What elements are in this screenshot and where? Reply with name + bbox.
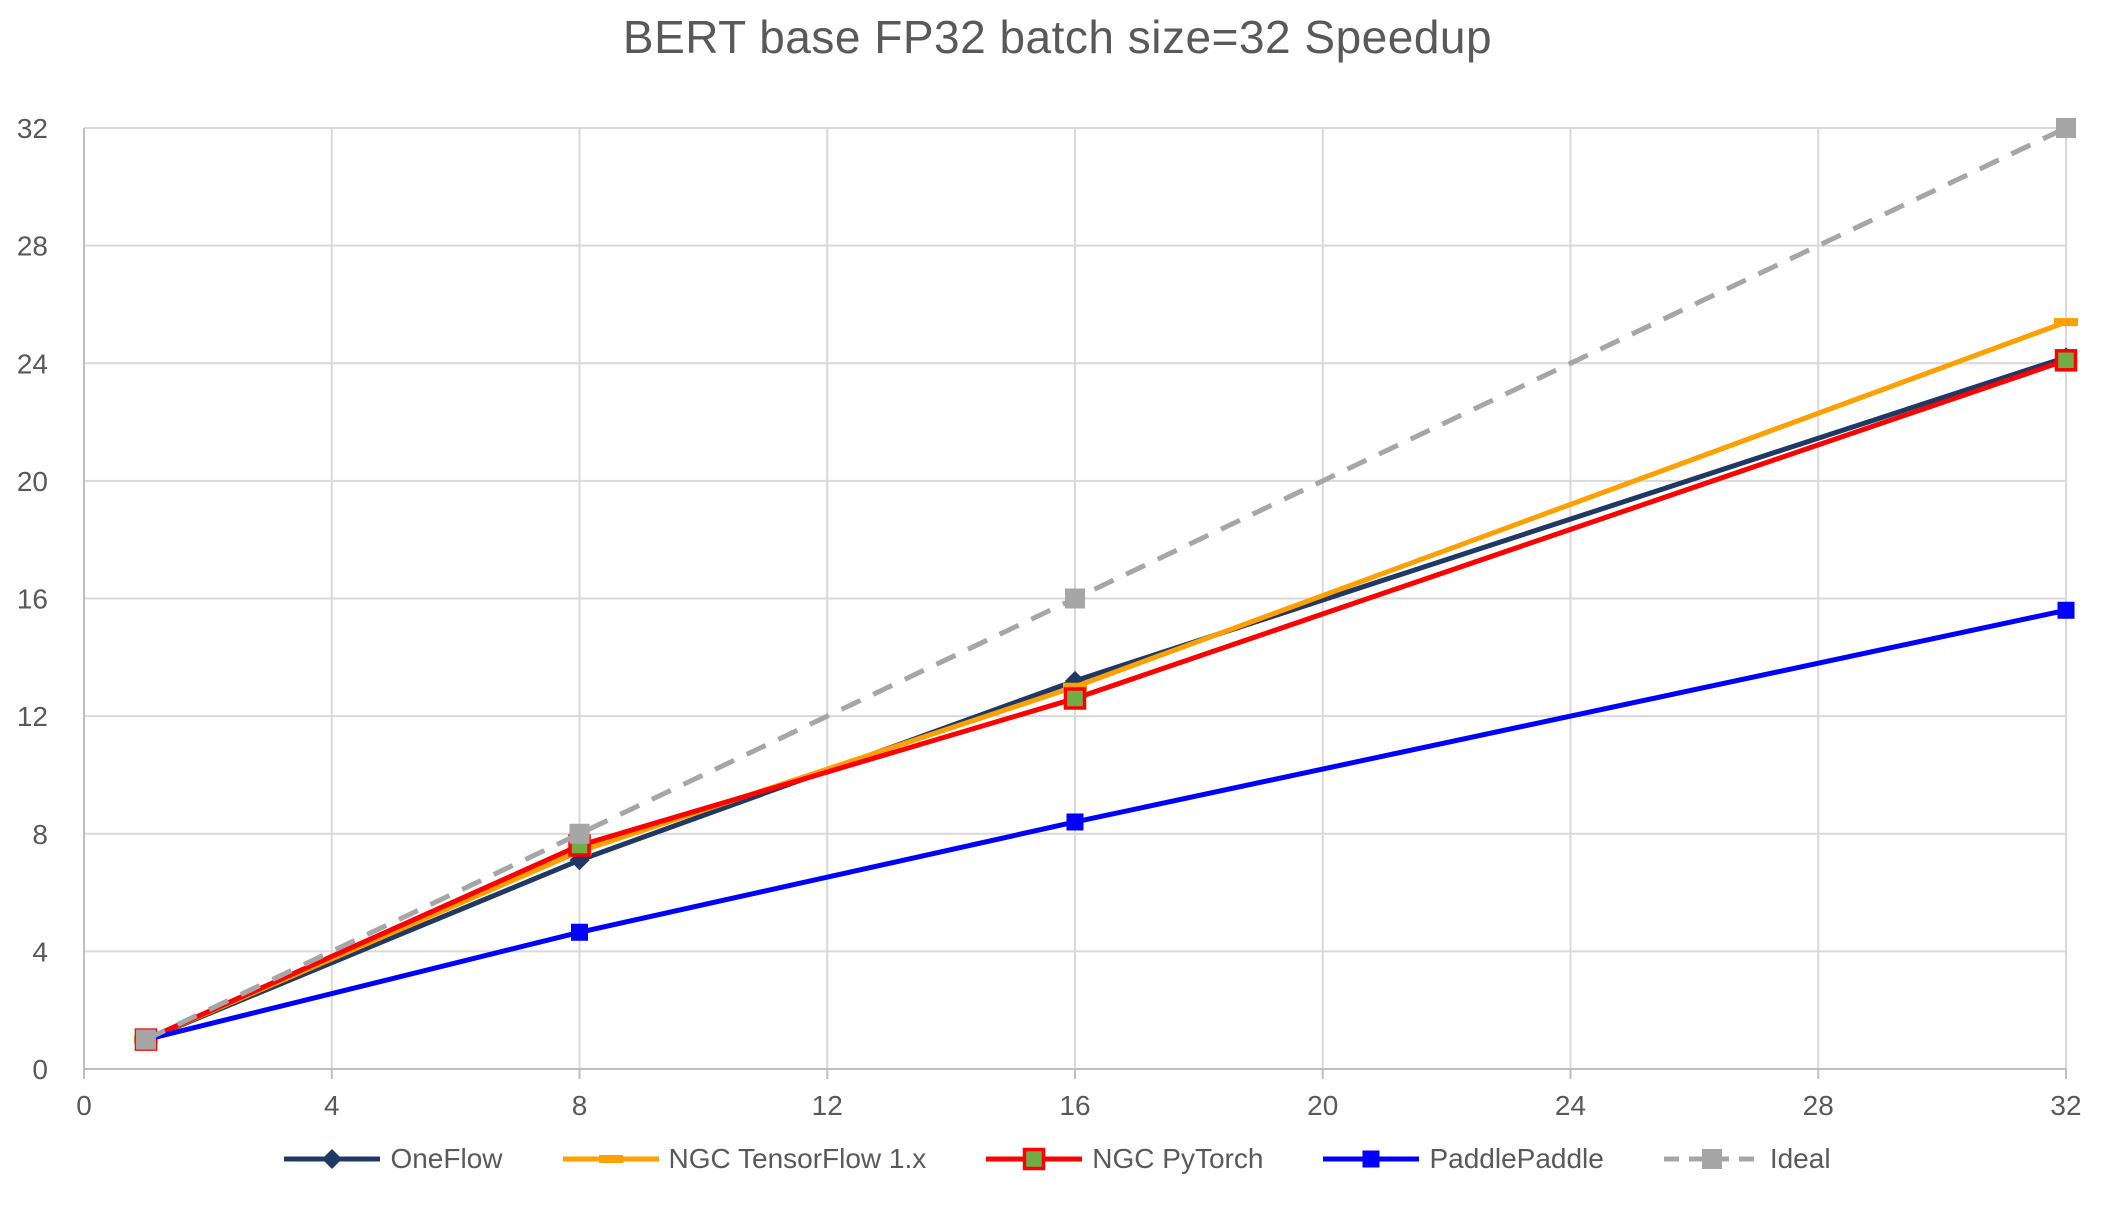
series-ngc-pytorch-point-16-square-marker [1063, 687, 1087, 710]
legend-item-paddlepaddle: PaddlePaddle [1323, 1143, 1604, 1175]
series-ngc-pytorch-point-32-square-marker [2054, 349, 2078, 372]
legend-ngc-pytorch-square-marker [1023, 1147, 1046, 1171]
series-ngc-tensorflow-1-x-point-16-dash-marker [1063, 682, 1087, 691]
y-tick-label-4: 4 [32, 936, 48, 967]
series-ideal-point-32-square-marker [2056, 118, 2076, 138]
y-tick-label-20: 20 [17, 466, 48, 497]
y-tick-label-0: 0 [32, 1054, 48, 1085]
y-tick-label-28: 28 [17, 231, 48, 262]
legend-paddlepaddle-square-marker [1362, 1150, 1380, 1168]
x-tick-label-12: 12 [812, 1090, 843, 1121]
legend-label-paddlepaddle: PaddlePaddle [1429, 1143, 1604, 1174]
legend-label-ideal: Ideal [1769, 1143, 1831, 1174]
legend-swatch-ideal [1663, 1149, 1760, 1169]
legend-swatch-ngc-tensorflow-1-x [562, 1155, 659, 1163]
y-tick-label-12: 12 [17, 701, 48, 732]
legend-swatch-ngc-pytorch [986, 1147, 1083, 1171]
legend-item-ngc-pytorch: NGC PyTorch [986, 1143, 1263, 1175]
y-tick-label-32: 32 [17, 113, 48, 144]
chart-title: BERT base FP32 batch size=32 Speedup [622, 11, 1493, 63]
series-paddlepaddle-line [145, 607, 2067, 1043]
series-paddlepaddle-point-16-square-marker [1066, 813, 1084, 831]
legend-item-oneflow: OneFlow [284, 1143, 503, 1175]
legend-swatch-paddlepaddle [1323, 1150, 1420, 1168]
x-tick-label-4: 4 [324, 1090, 340, 1121]
x-tick-label-24: 24 [1555, 1090, 1586, 1121]
series-ngc-tensorflow-1-x-line [144, 319, 2067, 1042]
x-tick-label-28: 28 [1803, 1090, 1834, 1121]
x-tick-label-16: 16 [1059, 1090, 1090, 1121]
legend-item-ngc-tensorflow-1-x: NGC TensorFlow 1.x [562, 1143, 927, 1175]
series-ideal-point-16-square-marker [1065, 588, 1085, 609]
series-ideal-point-1-square-marker [135, 1029, 156, 1050]
y-tick-label-8: 8 [32, 819, 48, 850]
legend-swatch-oneflow [284, 1149, 381, 1169]
series-ngc-tensorflow-1-x-point-32-dash-marker [2054, 318, 2078, 327]
x-tick-label-8: 8 [572, 1090, 588, 1121]
legend-label-oneflow: OneFlow [390, 1143, 503, 1174]
legend-ngc-tensorflow-1-x-dash-marker [598, 1155, 623, 1163]
x-tick-label-0: 0 [76, 1090, 92, 1121]
series-ngc-pytorch-line [144, 357, 2067, 1042]
series-paddlepaddle-point-32-square-marker [2057, 601, 2075, 619]
series-paddlepaddle-point-8-square-marker [571, 923, 588, 941]
x-tick-label-32: 32 [2050, 1090, 2081, 1121]
legend-ideal-square-marker [1701, 1149, 1722, 1169]
legend-item-ideal: Ideal [1663, 1143, 1831, 1175]
y-tick-label-24: 24 [17, 348, 48, 379]
legend-label-ngc-pytorch: NGC PyTorch [1092, 1143, 1264, 1174]
legend-oneflow-diamond-marker [322, 1149, 343, 1169]
y-tick-label-16: 16 [17, 584, 48, 615]
chart-legend: OneFlow NGC TensorFlow 1.x NGC PyTorch Padd… [0, 1136, 2115, 1182]
series-ideal-line [144, 125, 2068, 1042]
series-ideal-point-8-square-marker [569, 823, 590, 844]
x-tick-label-20: 20 [1307, 1090, 1338, 1121]
legend-label-ngc-tensorflow-1-x: NGC TensorFlow 1.x [668, 1143, 927, 1174]
